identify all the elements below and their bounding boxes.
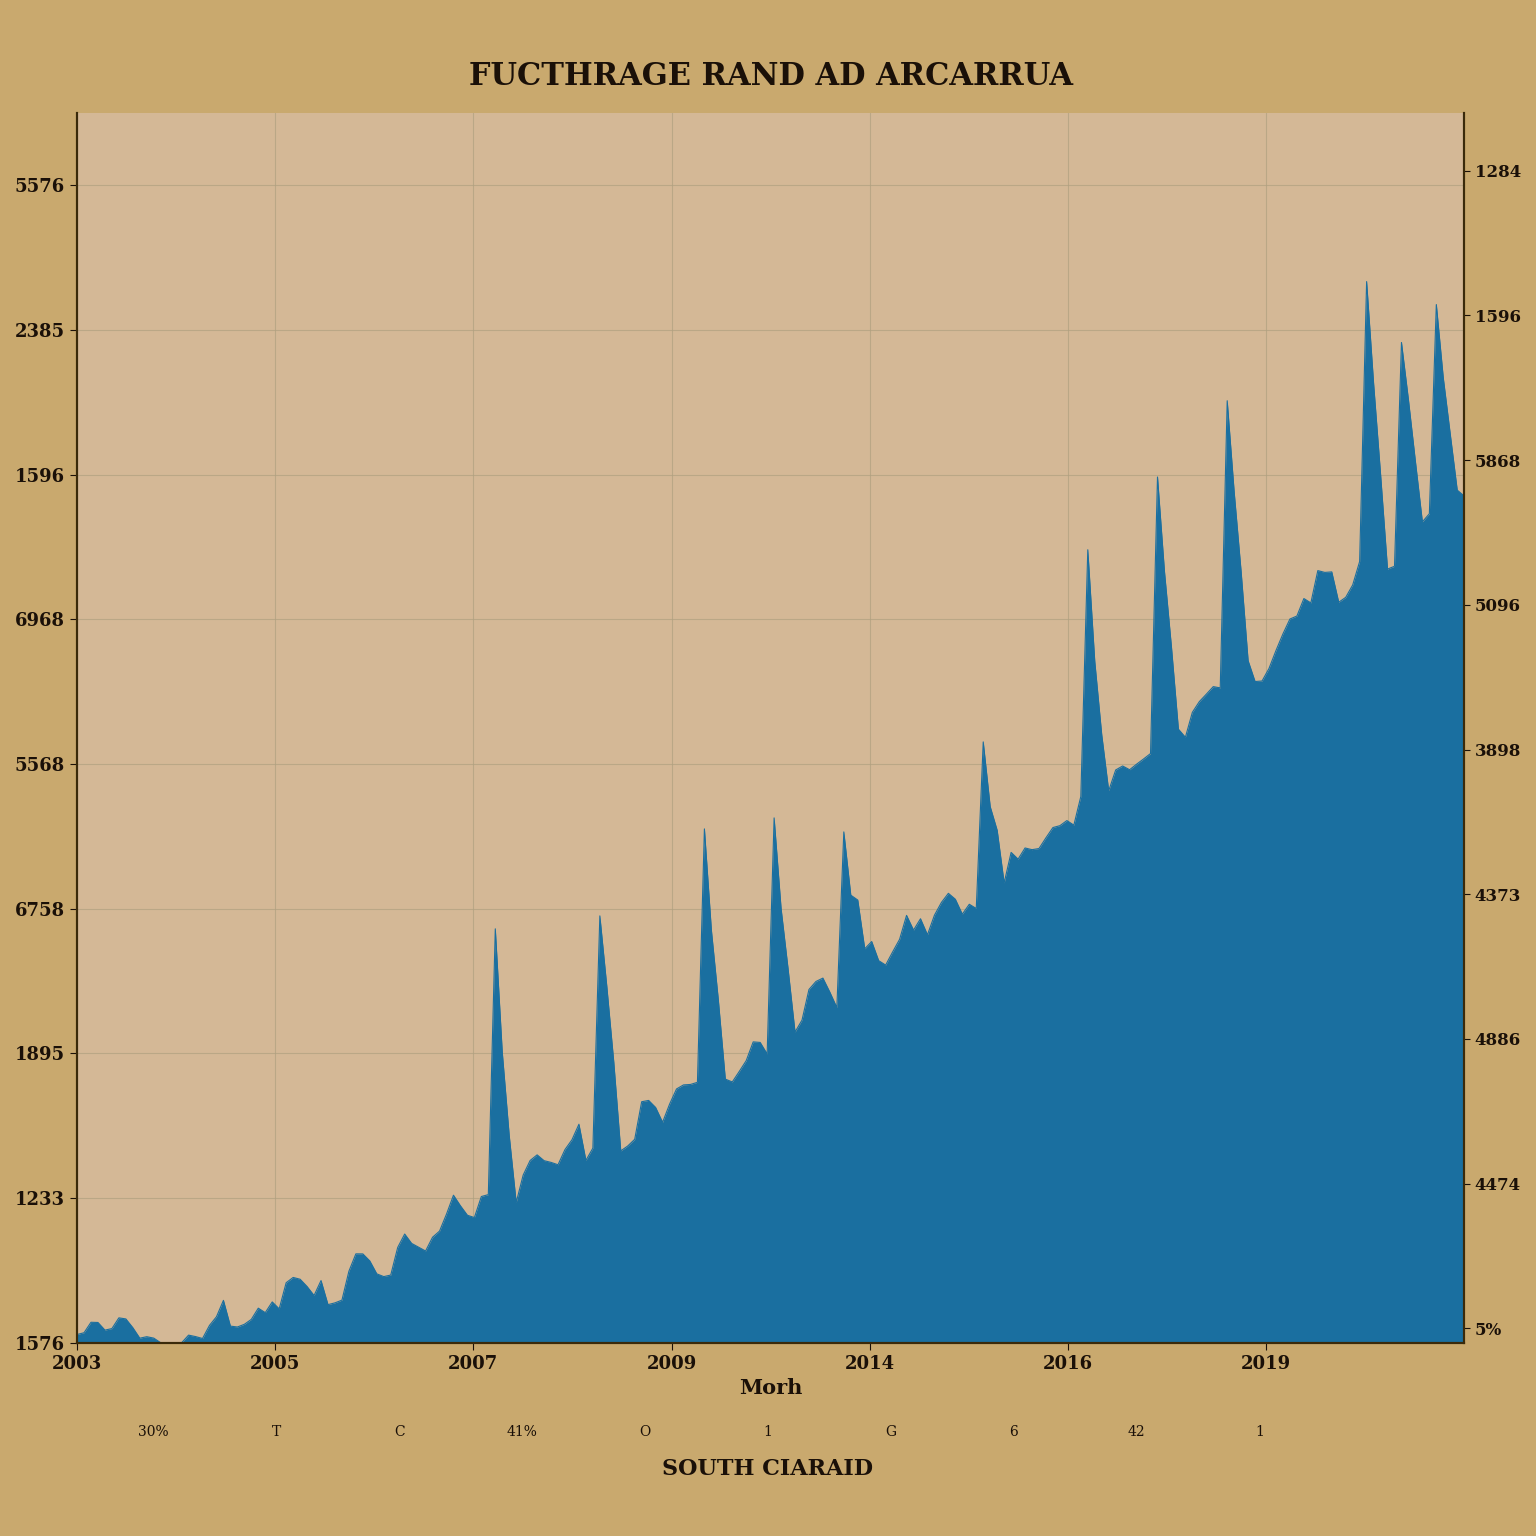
Text: T: T: [272, 1425, 281, 1439]
Text: 1: 1: [763, 1425, 773, 1439]
Text: 42: 42: [1127, 1425, 1146, 1439]
Text: C: C: [395, 1425, 404, 1439]
Title: FUCTHRAGE RAND AD ARCARRUA: FUCTHRAGE RAND AD ARCARRUA: [468, 61, 1072, 92]
Text: 30%: 30%: [138, 1425, 169, 1439]
Text: O: O: [639, 1425, 651, 1439]
Text: 1: 1: [1255, 1425, 1264, 1439]
X-axis label: Morh: Morh: [739, 1378, 802, 1398]
Text: 6: 6: [1009, 1425, 1018, 1439]
Text: SOUTH CIARAID: SOUTH CIARAID: [662, 1458, 874, 1479]
Text: 41%: 41%: [507, 1425, 538, 1439]
Text: G: G: [885, 1425, 897, 1439]
